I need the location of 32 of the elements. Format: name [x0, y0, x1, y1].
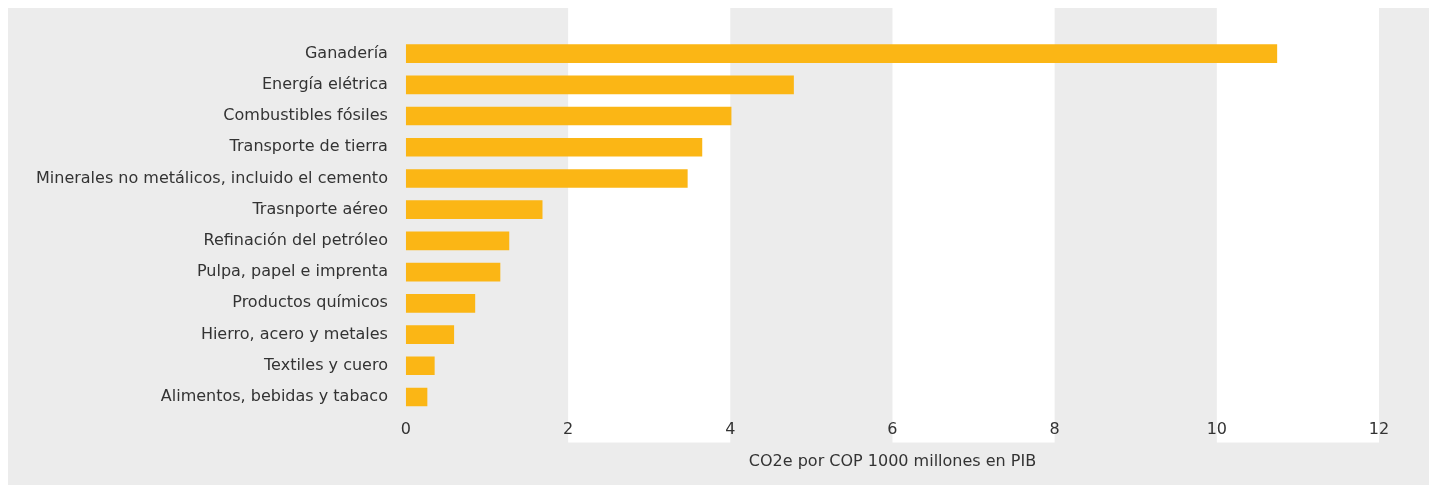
bar — [405, 200, 543, 220]
y-tick-label: Alimentos, bebidas y tabaco — [160, 386, 388, 406]
y-tick-label: Ganadería — [304, 42, 388, 62]
bar — [405, 294, 476, 313]
x-axis-title: CO2e por COP 1000 millones en PIB — [748, 450, 1037, 470]
bar — [405, 325, 455, 344]
x-tick-label: 12 — [1368, 419, 1390, 439]
x-tick-label: 4 — [725, 419, 736, 439]
x-tick-label: 6 — [887, 419, 898, 439]
x-tick-label: 2 — [563, 419, 574, 439]
bar — [405, 75, 794, 95]
bar — [405, 169, 688, 188]
y-tick-label: Energía elétrica — [262, 73, 388, 93]
y-tick-label: Refinación del petróleo — [203, 230, 388, 250]
y-tick-label: Trasnporte aéreo — [251, 198, 388, 218]
x-tick-label: 8 — [1049, 419, 1060, 439]
bar — [405, 137, 703, 157]
bar — [405, 106, 732, 126]
y-tick-label: Hierro, acero y metales — [200, 323, 388, 343]
bar — [405, 356, 435, 376]
x-tick-label: 0 — [400, 419, 412, 439]
y-tick-label: Textiles y cuero — [263, 354, 388, 374]
bar — [405, 387, 428, 407]
bar — [405, 231, 510, 251]
y-tick-label: Combustibles fósiles — [223, 105, 388, 125]
y-tick-label: Productos químicos — [232, 292, 388, 312]
bar — [405, 44, 1278, 63]
y-tick-label: Minerales no metálicos, incluido el cemento — [35, 167, 388, 187]
y-tick-label: Transporte de tierra — [228, 136, 388, 156]
y-tick-label: Pulpa, papel e imprenta — [196, 261, 388, 281]
x-tick-label: 10 — [1206, 419, 1227, 439]
bar — [405, 262, 501, 282]
